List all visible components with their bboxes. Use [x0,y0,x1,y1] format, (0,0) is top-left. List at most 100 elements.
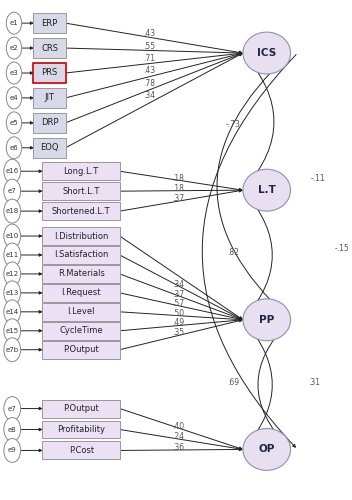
FancyBboxPatch shape [42,284,120,302]
Text: e9: e9 [8,448,17,454]
Text: Short.L.T: Short.L.T [63,186,100,196]
Text: L.T: L.T [258,185,276,195]
FancyBboxPatch shape [33,63,66,83]
Text: EOQ: EOQ [40,144,59,152]
Text: .57: .57 [172,300,184,308]
Text: I.Level: I.Level [68,308,95,316]
Text: DRP: DRP [41,118,58,128]
Text: .34: .34 [172,280,184,289]
Circle shape [6,12,22,34]
Text: CycleTime: CycleTime [59,326,103,336]
Circle shape [4,319,21,342]
Text: .50: .50 [172,309,184,318]
Circle shape [4,438,21,462]
Text: R.Materials: R.Materials [58,270,105,278]
Circle shape [4,179,21,203]
Ellipse shape [243,169,290,211]
Text: e7: e7 [8,406,17,411]
Text: P.Cost: P.Cost [69,446,94,455]
Text: .24: .24 [172,432,184,442]
Ellipse shape [243,32,290,74]
FancyBboxPatch shape [42,340,120,358]
Text: .82: .82 [227,248,239,257]
Circle shape [6,137,22,159]
Text: ERP: ERP [42,18,58,28]
Text: PP: PP [259,315,274,325]
Text: e5: e5 [10,120,18,126]
FancyBboxPatch shape [42,227,120,245]
Text: ICS: ICS [257,48,276,58]
Circle shape [4,262,21,286]
Text: CRS: CRS [41,44,58,52]
FancyBboxPatch shape [42,202,120,220]
Ellipse shape [243,428,290,470]
Text: Profitability: Profitability [57,425,105,434]
FancyBboxPatch shape [42,182,120,200]
Text: e1: e1 [10,20,18,26]
Text: .35: .35 [172,328,184,337]
Circle shape [6,62,22,84]
FancyBboxPatch shape [42,265,120,283]
Text: e10: e10 [6,233,19,239]
Text: .43: .43 [143,66,155,76]
Text: -.15: -.15 [335,244,350,253]
Circle shape [4,160,21,183]
Ellipse shape [243,299,290,341]
Text: e18: e18 [6,208,19,214]
Text: OP: OP [259,444,275,454]
Text: .71: .71 [143,54,155,63]
Circle shape [4,224,21,248]
Text: e7: e7 [8,188,17,194]
Text: Long.L.T: Long.L.T [64,166,99,175]
Text: e13: e13 [6,290,19,296]
FancyBboxPatch shape [42,303,120,321]
Text: e3: e3 [10,70,18,76]
Text: e7b: e7b [6,346,19,352]
Text: .18: .18 [172,174,184,182]
Text: P.Output: P.Output [63,345,99,354]
Text: JIT: JIT [45,94,55,102]
FancyBboxPatch shape [42,420,120,438]
Text: PRS: PRS [42,68,58,78]
FancyBboxPatch shape [42,442,120,460]
Text: Shortened.L.T: Shortened.L.T [52,206,111,216]
Text: I.Request: I.Request [62,288,101,298]
Circle shape [4,199,21,223]
Text: e14: e14 [6,309,19,315]
Circle shape [4,281,21,305]
Text: -.73: -.73 [226,120,241,128]
FancyBboxPatch shape [42,400,120,417]
Text: .43: .43 [143,29,155,38]
Text: .34: .34 [143,92,155,100]
Circle shape [6,37,22,59]
Text: .69: .69 [227,378,240,386]
Text: .55: .55 [143,42,155,50]
FancyBboxPatch shape [33,138,66,158]
Text: .36: .36 [172,443,184,452]
Text: e11: e11 [6,252,19,258]
Circle shape [4,418,21,442]
Text: e12: e12 [6,271,19,277]
Text: I.Satisfaction: I.Satisfaction [54,250,108,260]
FancyBboxPatch shape [42,322,120,340]
FancyBboxPatch shape [33,38,66,58]
Text: e6: e6 [10,145,18,151]
FancyBboxPatch shape [42,162,120,180]
Text: .37: .37 [172,194,184,202]
Text: P.Output: P.Output [63,404,99,413]
Circle shape [4,300,21,324]
Text: .78: .78 [143,79,155,88]
Text: e15: e15 [6,328,19,334]
Text: I.Distribution: I.Distribution [54,232,108,240]
Circle shape [4,338,21,361]
Text: e16: e16 [6,168,19,174]
Circle shape [6,112,22,134]
Text: .18: .18 [172,184,184,192]
Text: .40: .40 [172,422,184,431]
Text: e8: e8 [8,426,17,432]
Text: .37: .37 [172,290,184,299]
Text: e2: e2 [10,45,18,51]
FancyBboxPatch shape [33,113,66,133]
FancyBboxPatch shape [33,88,66,108]
Text: .31: .31 [308,378,320,386]
